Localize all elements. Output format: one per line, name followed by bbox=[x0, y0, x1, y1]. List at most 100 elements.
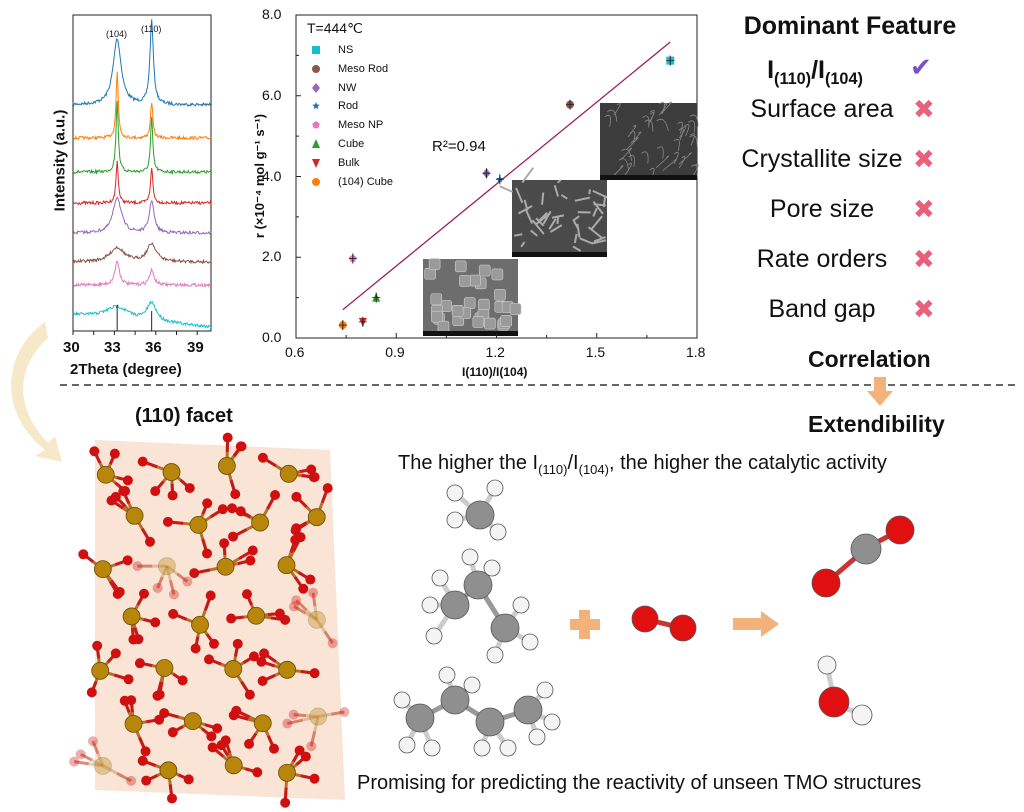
oxygen-atom bbox=[252, 767, 263, 778]
oxygen-atom bbox=[141, 775, 152, 786]
sem-particle bbox=[673, 151, 679, 165]
oxygen-atom bbox=[256, 656, 267, 667]
oxygen-atom bbox=[257, 676, 268, 687]
fit-line bbox=[342, 41, 671, 311]
oxygen-atom bbox=[306, 741, 317, 752]
oxygen-atom bbox=[811, 568, 841, 598]
sem-image-rods bbox=[512, 180, 607, 257]
legend-item: NW bbox=[310, 79, 393, 98]
oxygen-atom bbox=[109, 448, 120, 459]
hydrogen-atom bbox=[483, 559, 501, 577]
legend-item: Meso Rod bbox=[310, 60, 393, 79]
ratio-text: I bbox=[767, 56, 775, 84]
metal-oxygen-bond bbox=[116, 772, 132, 783]
oxygen-atom bbox=[306, 464, 317, 475]
sem-scale-bar bbox=[600, 175, 697, 180]
sem-particle bbox=[591, 239, 607, 245]
metal-oxygen-bond bbox=[309, 731, 317, 747]
metal-atom bbox=[124, 714, 143, 733]
metal-atom bbox=[278, 660, 297, 679]
cross-icon: ✖ bbox=[913, 194, 935, 224]
oxygen-atom bbox=[134, 658, 145, 669]
metal-oxygen-bond bbox=[156, 565, 169, 589]
sem-particle bbox=[520, 241, 526, 248]
sem-particle bbox=[611, 165, 624, 178]
oxygen-atom bbox=[167, 793, 178, 804]
oxygen-atom bbox=[280, 797, 291, 808]
xrd-xtick: 39 bbox=[187, 339, 204, 356]
sem-particle bbox=[620, 147, 632, 160]
oxygen-atom bbox=[289, 601, 300, 612]
sem-particle bbox=[602, 195, 607, 208]
oxygen-atom bbox=[150, 617, 161, 628]
statement-sub: (104) bbox=[578, 462, 609, 477]
oxygen-atom bbox=[126, 695, 137, 706]
oxygen-atom bbox=[75, 749, 86, 760]
metal-atom bbox=[96, 465, 115, 484]
sem-particle bbox=[588, 189, 591, 195]
sem-particle bbox=[521, 167, 535, 184]
sem-particle bbox=[579, 237, 593, 245]
correlation-label: Correlation bbox=[808, 346, 931, 372]
oxygen-atom bbox=[182, 576, 193, 587]
scatter-xtick: 0.9 bbox=[385, 344, 405, 360]
xrd-pattern-line bbox=[72, 300, 212, 329]
hydrogen-atom bbox=[438, 666, 456, 684]
scatter-ytick: 6.0 bbox=[262, 86, 282, 103]
rate-scatter-chart bbox=[295, 14, 699, 339]
sem-particle bbox=[572, 245, 582, 252]
statement-text: , the higher the catalytic activity bbox=[608, 452, 887, 474]
xrd-pattern-line bbox=[73, 71, 212, 141]
metal-oxygen-bond bbox=[168, 579, 176, 595]
hydrogen-atom bbox=[473, 739, 491, 757]
sem-particle bbox=[628, 155, 635, 168]
sem-particle bbox=[691, 164, 698, 177]
metal-oxygen-bond bbox=[287, 718, 304, 726]
oxygen-atom bbox=[669, 614, 697, 642]
metal-atom bbox=[94, 756, 112, 775]
sem-particle bbox=[549, 224, 563, 233]
metal-oxygen-bond bbox=[293, 713, 319, 719]
metal-oxygen-bond bbox=[293, 713, 306, 718]
legend-item: Bulk bbox=[310, 154, 393, 173]
xrd-chart bbox=[72, 14, 212, 335]
oxygen-atom bbox=[86, 687, 97, 698]
legend-marker-shape bbox=[312, 64, 320, 73]
oxygen-atom bbox=[159, 708, 170, 719]
sem-particle bbox=[530, 229, 538, 237]
sem-particle bbox=[678, 152, 692, 165]
hydrogen-atom bbox=[425, 627, 443, 645]
hydrogen-atom bbox=[817, 655, 837, 675]
oxygen-atom bbox=[298, 583, 309, 594]
hydrogen-atom bbox=[446, 484, 464, 502]
oxygen-atom bbox=[112, 588, 123, 599]
metal-oxygen-bond bbox=[91, 740, 105, 767]
oxygen-atom bbox=[189, 568, 200, 579]
cross-icon: ✖ bbox=[913, 294, 935, 324]
cross-icon: ✖ bbox=[913, 244, 935, 274]
oxygen-atom bbox=[291, 595, 302, 606]
oxygen-atom bbox=[167, 490, 178, 501]
oxygen-atom bbox=[206, 731, 217, 742]
right-arrow-icon bbox=[733, 611, 779, 637]
oxygen-atom bbox=[106, 495, 117, 506]
metal-atom bbox=[309, 707, 328, 726]
sem-particle bbox=[684, 124, 690, 137]
oxygen-atom bbox=[222, 432, 233, 443]
sem-particle bbox=[626, 137, 639, 150]
legend-item: (104) Cube bbox=[310, 173, 393, 192]
oxygen-atom bbox=[245, 555, 256, 566]
sem-particle bbox=[523, 199, 529, 211]
sem-particle bbox=[592, 207, 598, 217]
oxygen-atom bbox=[219, 538, 230, 549]
oxygen-atom bbox=[207, 742, 218, 753]
xrd-xlabel: 2Theta (degree) bbox=[70, 361, 182, 378]
metal-atom bbox=[189, 515, 208, 534]
hydrogen-atom bbox=[423, 739, 441, 757]
oxygen-atom bbox=[228, 531, 239, 542]
metal-oxygen-bond bbox=[295, 599, 318, 621]
oxygen-atom bbox=[282, 718, 293, 729]
hydrogen-atom bbox=[521, 633, 539, 651]
sem-particle bbox=[454, 260, 467, 273]
plus-icon bbox=[579, 610, 590, 639]
